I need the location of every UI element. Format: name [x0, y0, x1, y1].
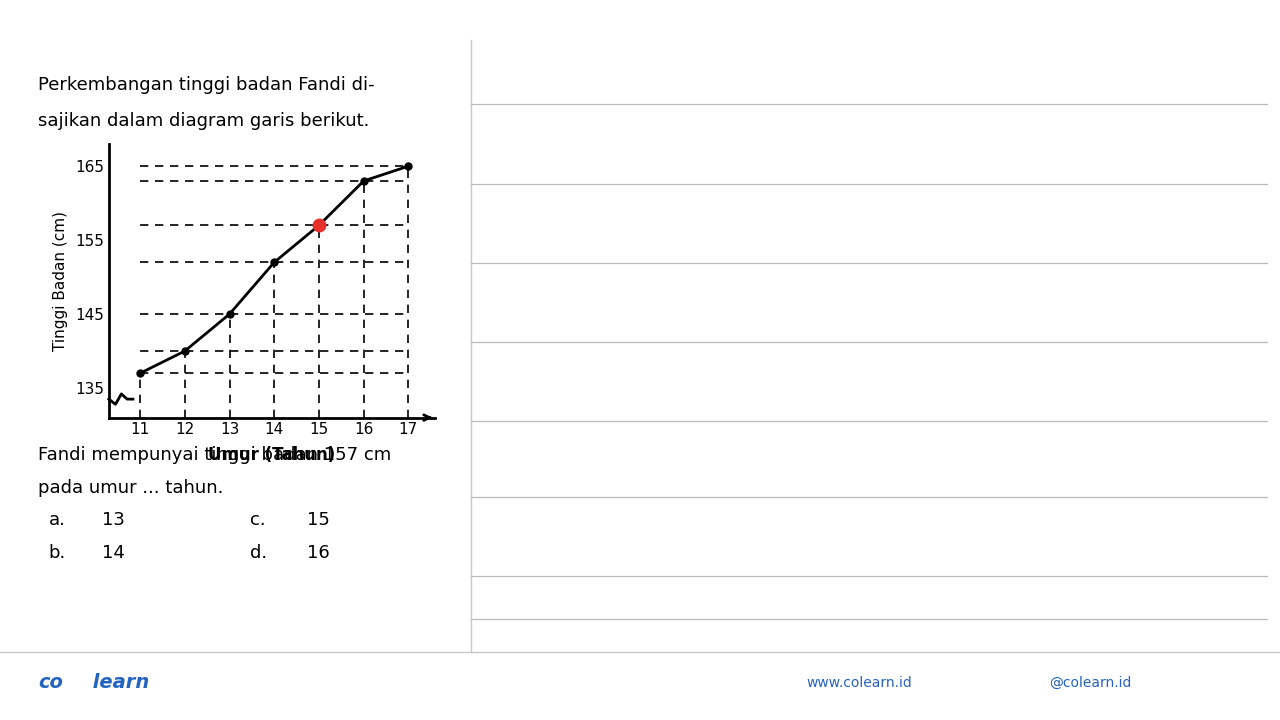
Text: a.: a. — [49, 511, 65, 529]
Text: Fandi mempunyai tinggi badan 157 cm: Fandi mempunyai tinggi badan 157 cm — [38, 446, 392, 464]
Text: Perkembangan tinggi badan Fandi di-: Perkembangan tinggi badan Fandi di- — [38, 76, 375, 94]
Text: b.: b. — [49, 544, 65, 562]
Text: learn: learn — [86, 673, 148, 692]
Text: 13: 13 — [102, 511, 125, 529]
Text: www.colearn.id: www.colearn.id — [806, 675, 913, 690]
X-axis label: Umur (Tahun): Umur (Tahun) — [209, 446, 335, 464]
Text: 15: 15 — [307, 511, 330, 529]
Text: c.: c. — [250, 511, 265, 529]
Y-axis label: Tinggi Badan (cm): Tinggi Badan (cm) — [52, 211, 68, 351]
Text: @colearn.id: @colearn.id — [1050, 675, 1132, 690]
Text: 14: 14 — [102, 544, 125, 562]
Text: sajikan dalam diagram garis berikut.: sajikan dalam diagram garis berikut. — [38, 112, 370, 130]
Text: d.: d. — [250, 544, 266, 562]
Text: pada umur ... tahun.: pada umur ... tahun. — [38, 479, 224, 497]
Text: 16: 16 — [307, 544, 330, 562]
Text: co: co — [38, 673, 63, 692]
